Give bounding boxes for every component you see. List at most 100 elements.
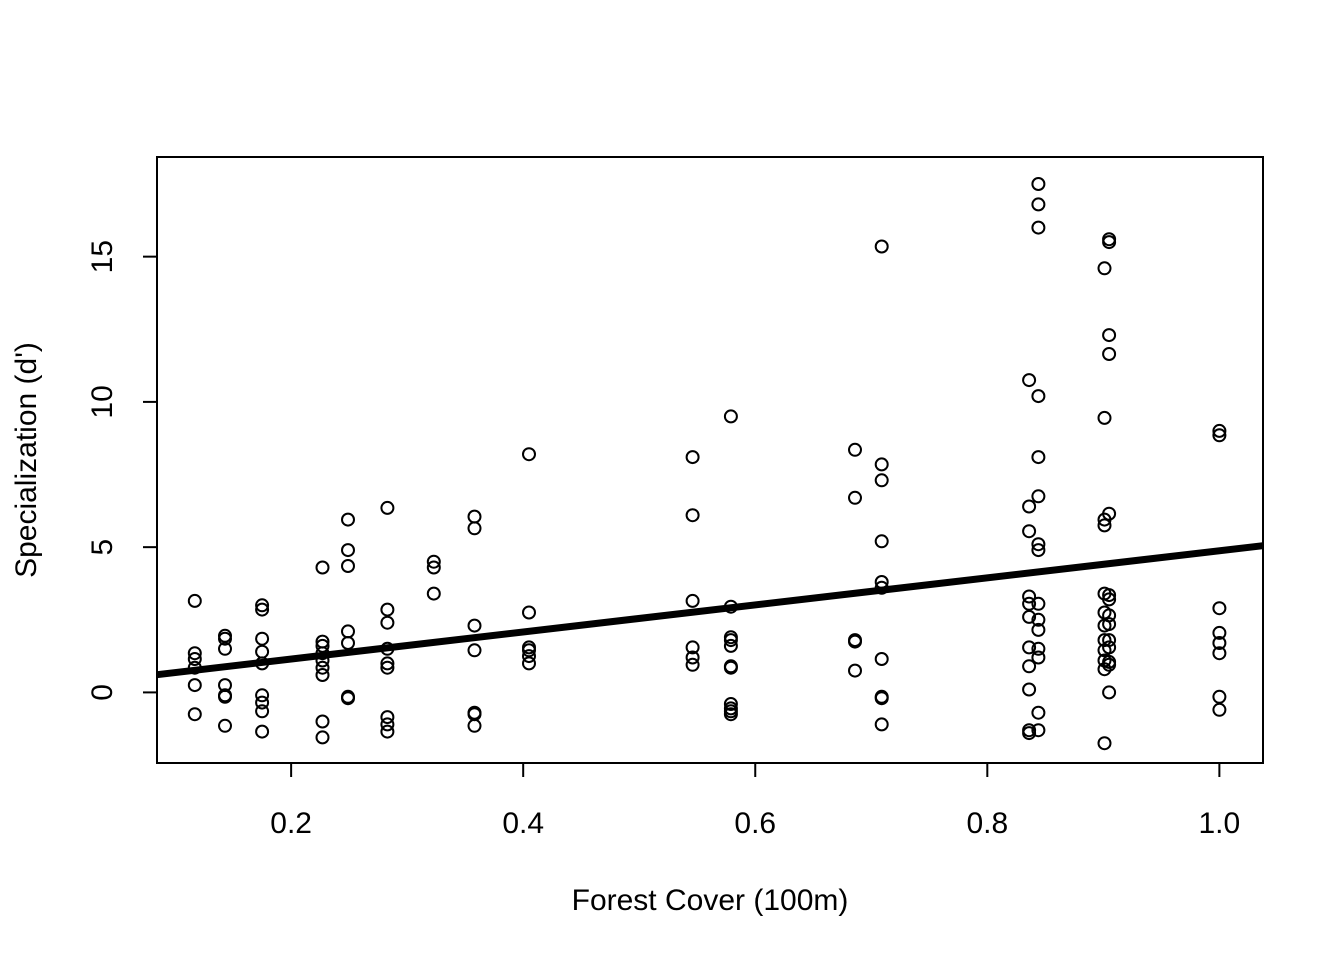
data-point xyxy=(255,695,270,710)
data-point xyxy=(1102,617,1117,632)
data-point xyxy=(1031,641,1046,656)
x-tick-label: 0.6 xyxy=(734,807,776,840)
data-point xyxy=(380,500,395,515)
data-point xyxy=(1022,682,1037,697)
y-axis-title: Specialization (d') xyxy=(10,342,43,578)
data-point xyxy=(1031,543,1046,558)
data-point xyxy=(467,643,482,658)
data-point xyxy=(1031,197,1046,212)
data-point xyxy=(1031,723,1046,738)
data-point xyxy=(1102,347,1117,361)
data-point xyxy=(1022,589,1037,604)
data-point xyxy=(341,543,355,558)
data-point xyxy=(1031,650,1046,665)
data-point xyxy=(1212,423,1227,438)
data-point xyxy=(1102,588,1117,603)
data-point xyxy=(380,660,395,675)
data-point xyxy=(1031,537,1046,552)
data-point xyxy=(218,631,232,646)
data-point xyxy=(1031,705,1046,720)
data-point xyxy=(1102,608,1117,623)
data-point xyxy=(1022,640,1037,655)
data-point xyxy=(315,668,330,682)
data-point xyxy=(1031,612,1046,627)
data-point xyxy=(522,447,536,462)
data-point xyxy=(255,704,270,719)
data-point xyxy=(1102,506,1117,521)
data-point xyxy=(341,691,355,706)
data-point xyxy=(187,593,202,608)
data-point xyxy=(1102,592,1117,607)
data-point xyxy=(848,634,862,649)
data-point xyxy=(522,656,536,671)
data-point xyxy=(467,618,482,633)
data-point xyxy=(187,707,202,722)
data-point xyxy=(380,717,395,732)
data-point xyxy=(1212,636,1227,650)
data-point xyxy=(1022,609,1037,624)
data-point xyxy=(1031,596,1046,611)
data-point xyxy=(874,239,889,254)
x-tick-label: 1.0 xyxy=(1199,807,1241,840)
x-tick-label: 0.8 xyxy=(966,807,1008,840)
data-point xyxy=(1031,389,1046,404)
data-point xyxy=(1097,662,1112,677)
data-point xyxy=(1102,685,1117,700)
data-point xyxy=(341,559,355,573)
data-point xyxy=(1102,633,1117,648)
data-point xyxy=(426,560,441,575)
data-point xyxy=(218,641,232,656)
data-point xyxy=(685,450,700,465)
data-point xyxy=(1102,328,1117,343)
data-point xyxy=(522,649,536,664)
data-point xyxy=(723,707,738,722)
data-point xyxy=(848,442,862,457)
data-point xyxy=(1212,601,1227,616)
data-point xyxy=(848,663,862,678)
data-point xyxy=(1031,489,1046,504)
data-point xyxy=(218,689,232,704)
data-point xyxy=(874,534,889,549)
x-axis-title: Forest Cover (100m) xyxy=(572,884,849,917)
data-point xyxy=(685,508,700,523)
data-point xyxy=(255,724,270,739)
data-point xyxy=(1102,657,1117,672)
data-point xyxy=(315,714,330,729)
data-point xyxy=(1031,450,1046,465)
x-tick-label: 0.4 xyxy=(502,807,544,840)
y-axis: 0 5 10 15 xyxy=(86,240,158,701)
y-tick-label: 5 xyxy=(86,539,119,556)
data-point xyxy=(380,710,395,725)
data-point xyxy=(1212,625,1227,640)
data-point xyxy=(723,409,738,424)
data-point xyxy=(1097,736,1112,751)
data-point xyxy=(255,598,270,613)
data-point xyxy=(1031,177,1046,191)
data-point xyxy=(467,521,482,536)
data-point xyxy=(723,633,738,648)
data-point xyxy=(723,697,738,711)
data-point xyxy=(255,688,270,703)
data-point xyxy=(187,652,202,666)
data-point xyxy=(1022,499,1037,514)
data-point xyxy=(874,691,889,706)
data-point xyxy=(1097,518,1112,533)
data-point xyxy=(255,602,270,617)
data-point xyxy=(187,646,202,661)
data-point xyxy=(1022,524,1037,539)
data-point xyxy=(380,724,395,739)
data-point xyxy=(723,660,738,675)
data-point xyxy=(218,718,232,733)
data-point xyxy=(426,586,441,601)
data-point xyxy=(685,640,700,655)
data-point xyxy=(380,602,395,617)
data-point xyxy=(685,593,700,608)
data-points xyxy=(187,177,1227,751)
data-point xyxy=(1212,646,1227,661)
data-point xyxy=(848,490,862,505)
trend-line xyxy=(156,542,1264,679)
data-point xyxy=(1031,220,1046,235)
data-point xyxy=(1022,659,1037,674)
data-point xyxy=(380,615,395,630)
